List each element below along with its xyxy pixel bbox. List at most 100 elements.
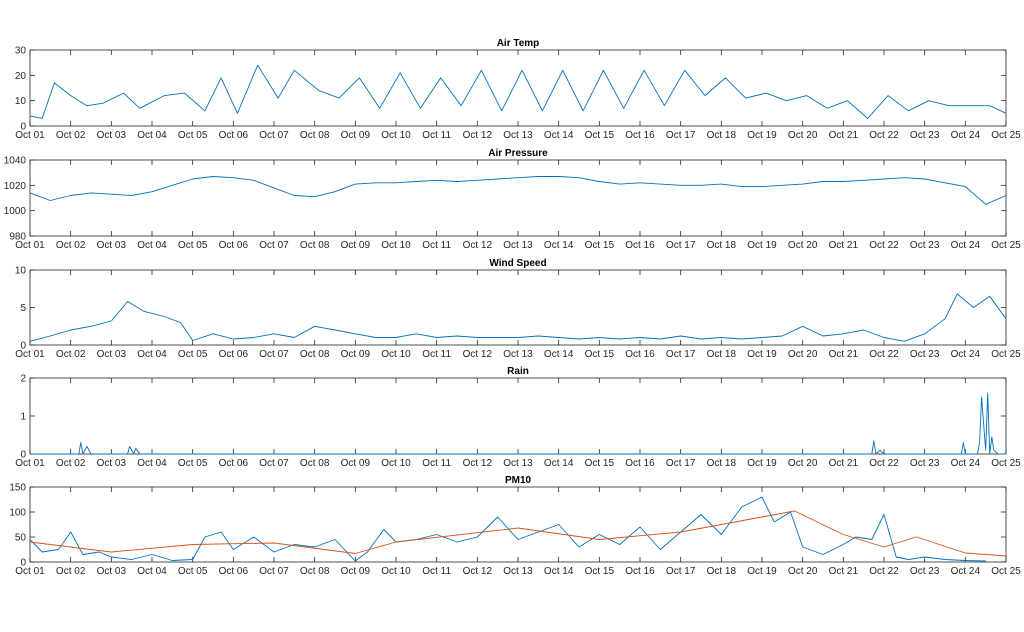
x-tick-label: Oct 06 xyxy=(219,130,249,141)
x-tick-label: Oct 02 xyxy=(56,240,86,251)
x-tick-label: Oct 15 xyxy=(585,240,615,251)
x-tick-label: Oct 14 xyxy=(544,130,574,141)
x-tick-label: Oct 13 xyxy=(503,458,533,469)
x-tick-label: Oct 17 xyxy=(666,240,696,251)
x-tick-label: Oct 06 xyxy=(219,458,249,469)
x-tick-label: Oct 19 xyxy=(747,458,777,469)
x-tick-label: Oct 05 xyxy=(178,458,208,469)
x-tick-label: Oct 23 xyxy=(910,349,940,360)
x-tick-label: Oct 14 xyxy=(544,566,574,577)
x-tick-label: Oct 08 xyxy=(300,240,330,251)
x-tick-label: Oct 21 xyxy=(829,566,859,577)
x-tick-label: Oct 07 xyxy=(259,240,289,251)
x-tick-label: Oct 13 xyxy=(503,130,533,141)
x-tick-label: Oct 01 xyxy=(15,349,45,360)
x-tick-label: Oct 10 xyxy=(381,458,411,469)
x-tick-label: Oct 22 xyxy=(869,130,899,141)
x-tick-label: Oct 25 xyxy=(991,130,1021,141)
x-tick-label: Oct 05 xyxy=(178,240,208,251)
x-tick-label: Oct 20 xyxy=(788,240,818,251)
panel-rain: Rain 0 1 2 Oct 01 Oct 02 Oct 03 Oct 04 Oct 05 Oct… xyxy=(15,366,1021,469)
series-line-1 xyxy=(29,496,986,562)
y-tick-label: 5 xyxy=(20,303,26,314)
x-tick-label: Oct 18 xyxy=(707,566,737,577)
x-tick-label: Oct 11 xyxy=(422,349,451,360)
x-tick-label: Oct 10 xyxy=(381,130,411,141)
x-tick-label: Oct 25 xyxy=(991,349,1021,360)
x-tick-label: Oct 04 xyxy=(137,240,167,251)
x-tick-label: Oct 16 xyxy=(625,130,655,141)
x-tick-label: Oct 11 xyxy=(422,458,451,469)
x-tick-label: Oct 21 xyxy=(829,458,859,469)
x-tick-label: Oct 19 xyxy=(747,130,777,141)
x-tick-label: Oct 14 xyxy=(544,458,574,469)
x-tick-label: Oct 13 xyxy=(503,349,533,360)
x-tick-label: Oct 16 xyxy=(625,458,655,469)
x-tick-label: Oct 05 xyxy=(178,349,208,360)
x-tick-label: Oct 23 xyxy=(910,130,940,141)
x-tick-label: Oct 17 xyxy=(666,349,696,360)
x-tick-label: Oct 08 xyxy=(300,349,330,360)
x-tick-label: Oct 12 xyxy=(463,566,493,577)
x-tick-label: Oct 10 xyxy=(381,566,411,577)
y-tick-label: 2 xyxy=(20,374,26,385)
x-tick-label: Oct 09 xyxy=(341,240,371,251)
y-tick-label: 0 xyxy=(20,450,26,461)
x-tick-label: Oct 19 xyxy=(747,240,777,251)
x-tick-label: Oct 02 xyxy=(56,566,86,577)
x-tick-label: Oct 13 xyxy=(503,240,533,251)
panel-title: Rain xyxy=(507,366,529,377)
x-tick-label: Oct 03 xyxy=(97,130,127,141)
y-tick-label: 980 xyxy=(9,232,26,243)
series-line-2 xyxy=(29,510,1007,557)
x-tick-label: Oct 04 xyxy=(137,566,167,577)
x-tick-label: Oct 22 xyxy=(869,349,899,360)
x-tick-label: Oct 11 xyxy=(422,240,451,251)
panel-title: Air Pressure xyxy=(488,148,548,159)
x-tick-label: Oct 24 xyxy=(951,458,981,469)
x-tick-label: Oct 07 xyxy=(259,566,289,577)
x-tick-label: Oct 21 xyxy=(829,349,859,360)
x-tick-label: Oct 23 xyxy=(910,566,940,577)
x-tick-label: Oct 20 xyxy=(788,130,818,141)
series-line-1 xyxy=(29,64,1007,119)
x-tick-label: Oct 24 xyxy=(951,349,981,360)
x-tick-label: Oct 03 xyxy=(97,566,127,577)
x-tick-label: Oct 16 xyxy=(625,240,655,251)
x-tick-label: Oct 15 xyxy=(585,130,615,141)
x-tick-label: Oct 08 xyxy=(300,566,330,577)
y-tick-label: 100 xyxy=(9,508,26,519)
x-tick-label: Oct 01 xyxy=(15,458,45,469)
panel-title: Air Temp xyxy=(497,38,540,49)
x-tick-label: Oct 25 xyxy=(991,566,1021,577)
x-tick-label: Oct 04 xyxy=(137,458,167,469)
series-line-1 xyxy=(29,176,1007,205)
x-tick-label: Oct 16 xyxy=(625,566,655,577)
x-tick-label: Oct 14 xyxy=(544,240,574,251)
x-tick-label: Oct 23 xyxy=(910,458,940,469)
x-tick-label: Oct 04 xyxy=(137,349,167,360)
x-tick-label: Oct 20 xyxy=(788,349,818,360)
x-tick-label: Oct 02 xyxy=(56,130,86,141)
x-tick-label: Oct 18 xyxy=(707,458,737,469)
y-tick-label: 1000 xyxy=(4,206,27,217)
y-tick-label: 0 xyxy=(20,122,26,133)
panel-wind-speed: Wind Speed 0 5 10 Oct 01 Oct 02 Oct 03 Oct 04 Oc… xyxy=(15,258,1021,360)
x-tick-label: Oct 12 xyxy=(463,458,493,469)
x-tick-label: Oct 07 xyxy=(259,349,289,360)
x-tick-label: Oct 19 xyxy=(747,566,777,577)
x-tick-label: Oct 21 xyxy=(829,130,859,141)
x-tick-label: Oct 22 xyxy=(869,566,899,577)
x-tick-label: Oct 05 xyxy=(178,130,208,141)
x-tick-label: Oct 12 xyxy=(463,240,493,251)
x-tick-label: Oct 03 xyxy=(97,349,127,360)
x-tick-label: Oct 07 xyxy=(259,130,289,141)
x-tick-label: Oct 10 xyxy=(381,349,411,360)
x-tick-label: Oct 13 xyxy=(503,566,533,577)
x-tick-label: Oct 06 xyxy=(219,566,249,577)
x-tick-label: Oct 15 xyxy=(585,349,615,360)
x-tick-label: Oct 25 xyxy=(991,240,1021,251)
